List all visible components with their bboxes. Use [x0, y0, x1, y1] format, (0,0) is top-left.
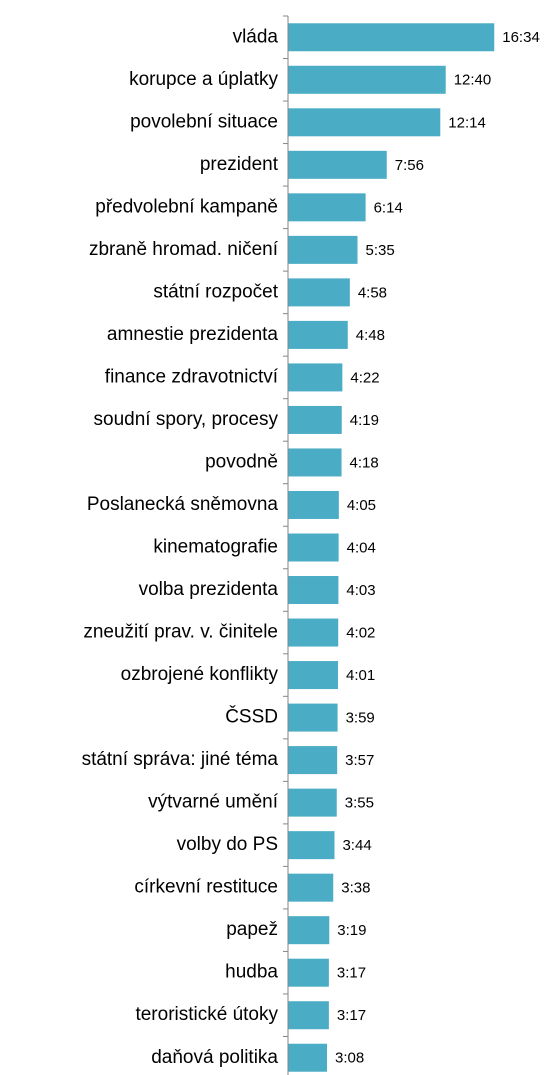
value-label: 12:14: [448, 114, 486, 131]
category-label: prezident: [200, 154, 279, 175]
category-label: volby do PS: [177, 834, 278, 855]
bar: [288, 533, 339, 562]
category-label: ČSSD: [225, 706, 278, 728]
bar: [288, 235, 358, 264]
bar: [288, 448, 342, 477]
value-label: 4:03: [346, 582, 375, 599]
bar: [288, 278, 350, 307]
category-label: papež: [226, 919, 278, 940]
value-label: 4:02: [346, 625, 375, 642]
value-label: 6:14: [374, 199, 403, 216]
value-label: 3:59: [346, 710, 375, 727]
value-label: 4:48: [356, 327, 385, 344]
bar: [288, 193, 366, 222]
value-label: 4:01: [346, 667, 375, 684]
value-label: 3:19: [337, 922, 366, 939]
bar: [288, 618, 339, 647]
category-label: volba prezidenta: [139, 579, 279, 600]
category-label: finance zdravotnictví: [105, 366, 279, 387]
value-label: 3:57: [345, 752, 374, 769]
category-label: soudní spory, procesy: [94, 409, 279, 430]
value-label: 3:17: [337, 965, 366, 982]
value-label: 3:08: [335, 1050, 364, 1067]
value-label: 3:55: [345, 795, 374, 812]
category-label: zbraně hromad. ničení: [89, 239, 279, 260]
value-label: 4:05: [347, 497, 376, 514]
bar: [288, 1001, 329, 1030]
bar: [288, 788, 337, 817]
value-label: 4:22: [350, 369, 379, 386]
value-label: 16:34: [502, 29, 540, 46]
value-label: 4:19: [350, 412, 379, 429]
category-label: státní správa: jiné téma: [82, 749, 279, 770]
category-label: amnestie prezidenta: [107, 324, 279, 345]
category-label: teroristické útoky: [135, 1004, 278, 1025]
value-label: 4:18: [350, 454, 379, 471]
bar: [288, 23, 495, 52]
value-label: 3:38: [341, 880, 370, 897]
bar: [288, 916, 330, 945]
bar: [288, 746, 338, 775]
category-label: církevní restituce: [134, 877, 278, 898]
bar: [288, 831, 335, 860]
value-label: 4:04: [347, 539, 376, 556]
category-label: Poslanecká sněmovna: [87, 494, 279, 515]
bar: [288, 873, 334, 902]
category-label: povodně: [205, 451, 278, 472]
category-label: zneužití prav. v. činitele: [83, 622, 278, 643]
bar: [288, 661, 339, 690]
category-label: daňová politika: [151, 1047, 278, 1068]
bar: [288, 703, 338, 732]
category-label: předvolební kampaně: [95, 196, 278, 217]
bar: [288, 405, 342, 434]
category-label: povolební situace: [130, 111, 278, 132]
bar: [288, 150, 387, 179]
bar: [288, 1043, 328, 1072]
bar: [288, 363, 343, 392]
value-label: 4:58: [358, 284, 387, 301]
value-label: 12:40: [454, 72, 492, 89]
value-label: 7:56: [395, 157, 424, 174]
value-label: 3:17: [337, 1007, 366, 1024]
category-label: kinematografie: [153, 537, 278, 558]
bar: [288, 490, 339, 519]
bar: [288, 108, 441, 137]
category-label: korupce a úplatky: [129, 69, 278, 90]
category-label: výtvarné umění: [148, 792, 279, 813]
value-label: 3:44: [342, 837, 371, 854]
bar: [288, 576, 339, 605]
bar: [288, 65, 446, 94]
category-label: státní rozpočet: [153, 281, 278, 302]
category-label: hudba: [225, 962, 278, 983]
category-label: vláda: [233, 26, 279, 47]
value-label: 5:35: [366, 242, 395, 259]
bar: [288, 320, 348, 349]
category-label: ozbrojené konflikty: [121, 664, 279, 685]
bar: [288, 958, 329, 987]
